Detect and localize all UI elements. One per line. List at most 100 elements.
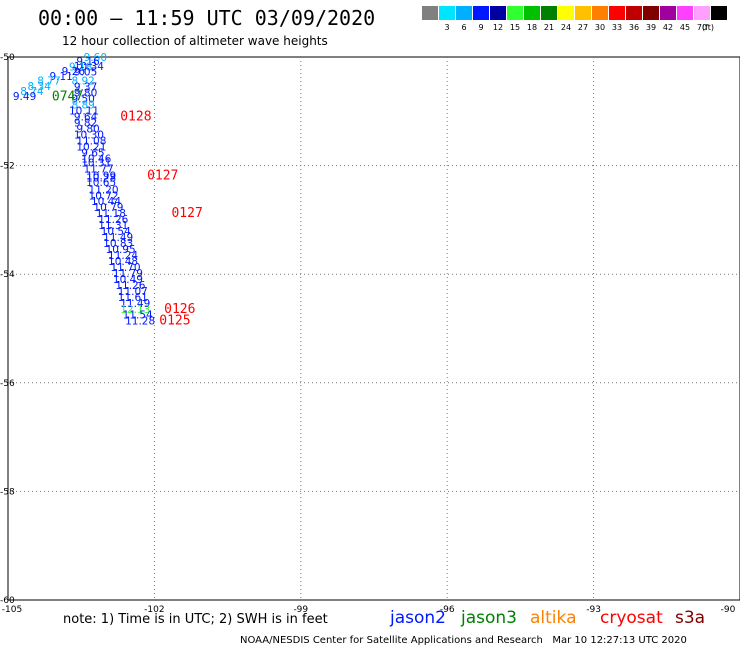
swh-value: 9.80 — [74, 88, 97, 100]
scale-unit-label: (ft) — [701, 23, 715, 32]
lat-tick-label: -60 — [0, 596, 15, 606]
swh-value: 9.26 — [62, 66, 86, 78]
pass-time-label: 0127 — [171, 206, 202, 221]
swh-value: 11.20 — [89, 184, 119, 196]
swh-value: 9.11 — [49, 71, 72, 83]
lon-tick-label: -99 — [293, 605, 308, 615]
scale-label: 15 — [509, 23, 521, 32]
scale-swatch — [558, 6, 574, 20]
scale-label: 27 — [577, 23, 589, 32]
swh-value: 9.05 — [74, 66, 97, 78]
lon-tick-label: -96 — [440, 605, 455, 615]
scale-swatch — [473, 6, 489, 20]
pass-time-label: 0127 — [147, 169, 178, 184]
swh-value: 10.28 — [86, 172, 116, 184]
scale-swatch — [524, 6, 540, 20]
swh-value: 11.31 — [98, 220, 128, 232]
swh-value: 8.92 — [71, 76, 94, 88]
swh-value: 11.26 — [115, 280, 145, 292]
page-subtitle: 12 hour collection of altimeter wave hei… — [62, 34, 328, 48]
scale-label: 24 — [560, 23, 572, 32]
swh-value: 10.31 — [81, 158, 111, 170]
scale-swatch — [422, 6, 438, 20]
swh-value: 11.08 — [76, 135, 106, 147]
swh-value: 11.07 — [118, 286, 148, 298]
swh-value: 9.80 — [76, 123, 99, 135]
scale-swatch — [643, 6, 659, 20]
swh-value: 10.44 — [91, 196, 121, 208]
scale-label: 70 — [696, 23, 708, 32]
swh-value: 10.72 — [89, 190, 119, 202]
lon-tick-label: -93 — [586, 605, 601, 615]
swh-value: 11.61 — [118, 292, 148, 304]
scale-swatch — [609, 6, 625, 20]
scale-label: 36 — [628, 23, 640, 32]
swh-value: 10.49 — [113, 274, 143, 286]
swh-value: 10.83 — [103, 238, 133, 250]
swh-value: 11.24 — [108, 250, 138, 262]
swh-value: 11.79 — [113, 268, 143, 280]
legend-cryosat: cryosat — [600, 608, 663, 628]
pass-time-label: 0126 — [164, 302, 195, 317]
lat-tick-label: -50 — [0, 53, 15, 63]
swh-value: 10.54 — [101, 226, 131, 238]
scale-swatch — [541, 6, 557, 20]
swh-value: 9.50 — [71, 94, 94, 106]
scale-swatch — [626, 6, 642, 20]
swh-value: 10.11 — [69, 106, 99, 118]
scale-swatch — [660, 6, 676, 20]
footer-credit: NOAA/NESDIS Center for Satellite Applica… — [240, 635, 687, 646]
lon-tick-label: -105 — [2, 605, 22, 615]
swh-value: 11.70 — [110, 262, 140, 274]
scale-label: 21 — [543, 23, 555, 32]
swh-value: 8.74 — [20, 86, 44, 98]
swh-value: 10.65 — [86, 177, 116, 189]
swh-value: 9.64 — [74, 112, 98, 124]
scale-swatch — [490, 6, 506, 20]
swh-value: 11.18 — [96, 208, 126, 220]
scale-label: 9 — [478, 23, 484, 32]
scale-swatch — [711, 6, 727, 20]
scale-swatch — [694, 6, 710, 20]
lon-tick-label: -102 — [144, 605, 164, 615]
lat-tick-label: -54 — [0, 270, 15, 280]
scale-label: 12 — [492, 23, 504, 32]
swh-value: 11.26 — [98, 214, 128, 226]
scale-label: 33 — [611, 23, 623, 32]
scale-label: 3 — [444, 23, 450, 32]
scale-label: 18 — [526, 23, 538, 32]
swh-value: 9.65 — [81, 147, 104, 159]
swh-value: 10.30 — [74, 129, 104, 141]
lat-tick-label: -58 — [0, 487, 15, 497]
lon-tick-label: -90 — [721, 605, 736, 615]
scale-swatch — [592, 6, 608, 20]
swh-value: 10.99 — [86, 171, 116, 183]
scale-swatch — [677, 6, 693, 20]
swh-value: 11.77 — [84, 164, 114, 176]
legend-jason3: jason3 — [461, 608, 517, 628]
swh-value: 11.28 — [125, 316, 155, 328]
page-title: 00:00 – 11:59 UTC 03/09/2020 — [38, 6, 376, 30]
pass-time-label: 0747 — [52, 89, 83, 104]
swh-value: 10.79 — [93, 202, 123, 214]
scale-label: 6 — [461, 23, 467, 32]
scale-label: 39 — [645, 23, 657, 32]
swh-value: 11.49 — [120, 298, 150, 310]
scale-swatch — [439, 6, 455, 20]
swh-value: 9.49 — [13, 91, 36, 103]
swh-value: 12.13 — [120, 304, 150, 316]
legend-altika: altika — [530, 608, 577, 628]
swh-value: 10.21 — [76, 141, 106, 153]
pass-time-label: 0128 — [120, 110, 151, 125]
scale-swatch — [575, 6, 591, 20]
swh-value: 9.16 — [76, 56, 100, 68]
legend-s3a: s3a — [675, 608, 706, 628]
lat-tick-label: -56 — [0, 379, 15, 389]
scale-swatch — [456, 6, 472, 20]
scale-swatch — [507, 6, 523, 20]
scale-label: 42 — [662, 23, 674, 32]
swh-value: 8.89 — [71, 100, 94, 112]
lat-tick-label: -52 — [0, 162, 15, 172]
swh-value: 11.54 — [123, 310, 153, 322]
